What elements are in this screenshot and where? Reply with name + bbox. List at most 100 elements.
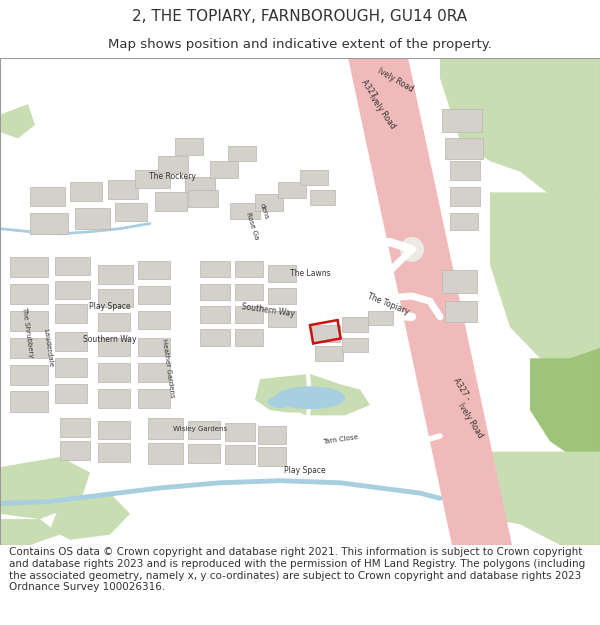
Bar xyxy=(98,421,130,439)
Bar xyxy=(10,391,48,412)
Bar xyxy=(10,311,48,331)
Bar xyxy=(55,358,87,377)
Text: The Rockery: The Rockery xyxy=(149,173,196,181)
Bar xyxy=(55,281,90,299)
Bar xyxy=(188,421,220,439)
Text: Ively Road: Ively Road xyxy=(376,66,415,94)
Bar xyxy=(98,265,133,284)
Bar xyxy=(368,311,393,325)
Bar xyxy=(445,301,477,322)
Bar xyxy=(200,284,230,300)
Bar xyxy=(445,138,483,159)
Polygon shape xyxy=(440,58,600,202)
Bar xyxy=(185,177,215,193)
Polygon shape xyxy=(255,374,370,416)
Text: The Shrubbery: The Shrubbery xyxy=(22,306,35,358)
Text: Southern Way: Southern Way xyxy=(83,335,137,344)
Bar xyxy=(235,329,263,346)
Bar xyxy=(450,187,480,206)
Bar xyxy=(312,325,340,342)
Polygon shape xyxy=(490,452,600,545)
Bar xyxy=(200,306,230,323)
Text: dens: dens xyxy=(259,202,269,220)
Bar xyxy=(148,419,183,439)
Bar xyxy=(108,180,138,199)
Bar xyxy=(138,364,170,382)
Polygon shape xyxy=(0,104,35,138)
Bar xyxy=(225,422,255,441)
Bar xyxy=(10,257,48,278)
Text: Wisley Gardens: Wisley Gardens xyxy=(173,426,227,432)
Bar xyxy=(55,304,87,323)
Circle shape xyxy=(390,227,434,272)
Bar xyxy=(10,284,48,304)
Bar xyxy=(225,446,255,464)
Bar xyxy=(255,194,283,211)
Circle shape xyxy=(400,237,424,262)
Bar xyxy=(98,364,130,382)
Bar xyxy=(450,213,478,229)
Text: Ively Road: Ively Road xyxy=(367,92,397,130)
Bar xyxy=(148,443,183,464)
Bar xyxy=(98,338,130,356)
Bar xyxy=(342,317,368,332)
Bar xyxy=(158,156,188,172)
Bar xyxy=(188,190,218,207)
Text: Ively Road: Ively Road xyxy=(455,401,484,440)
Text: Map shows position and indicative extent of the property.: Map shows position and indicative extent… xyxy=(108,38,492,51)
Bar xyxy=(268,265,296,281)
Bar xyxy=(315,346,343,361)
Polygon shape xyxy=(540,348,600,452)
Bar xyxy=(70,182,102,201)
Text: Play Space: Play Space xyxy=(284,466,326,475)
Text: Tarn Close: Tarn Close xyxy=(322,434,358,444)
Bar xyxy=(278,182,306,198)
Bar xyxy=(138,338,170,356)
Polygon shape xyxy=(348,58,512,545)
Text: The Lawns: The Lawns xyxy=(290,269,331,278)
Bar xyxy=(60,441,90,460)
Bar xyxy=(30,187,65,206)
Polygon shape xyxy=(490,192,600,379)
Bar xyxy=(98,389,130,408)
Text: A327 -: A327 - xyxy=(359,78,381,104)
Text: 2, THE TOPIARY, FARNBOROUGH, GU14 0RA: 2, THE TOPIARY, FARNBOROUGH, GU14 0RA xyxy=(133,9,467,24)
Bar xyxy=(55,257,90,276)
Polygon shape xyxy=(0,457,90,519)
Text: Southern Way: Southern Way xyxy=(241,302,295,319)
Bar xyxy=(75,208,110,229)
Bar xyxy=(138,311,170,329)
Polygon shape xyxy=(530,358,600,462)
Bar xyxy=(258,426,286,444)
Bar xyxy=(268,288,296,304)
Text: The Topiary: The Topiary xyxy=(366,292,410,317)
Bar xyxy=(442,109,482,132)
Bar xyxy=(342,338,368,352)
Bar xyxy=(235,261,263,278)
Bar xyxy=(300,169,328,185)
Bar xyxy=(55,332,87,351)
Bar xyxy=(98,312,130,331)
Bar xyxy=(268,311,296,327)
Bar xyxy=(310,320,341,344)
Text: A327 -: A327 - xyxy=(452,376,472,402)
Bar xyxy=(30,213,68,234)
Polygon shape xyxy=(480,462,550,524)
Bar xyxy=(258,448,286,466)
Text: Rose Ga: Rose Ga xyxy=(245,211,259,240)
Bar xyxy=(188,444,220,463)
Bar xyxy=(98,443,130,462)
Bar xyxy=(98,289,133,308)
Bar xyxy=(230,202,260,219)
Bar xyxy=(115,202,147,221)
Bar xyxy=(200,261,230,278)
Bar xyxy=(135,169,170,188)
Bar xyxy=(175,138,203,155)
Bar xyxy=(10,338,48,358)
Bar xyxy=(442,270,477,293)
Polygon shape xyxy=(50,493,130,540)
Text: Contains OS data © Crown copyright and database right 2021. This information is : Contains OS data © Crown copyright and d… xyxy=(9,548,585,592)
Bar xyxy=(235,306,263,323)
Bar xyxy=(228,146,256,161)
Text: Play Space: Play Space xyxy=(89,302,131,311)
